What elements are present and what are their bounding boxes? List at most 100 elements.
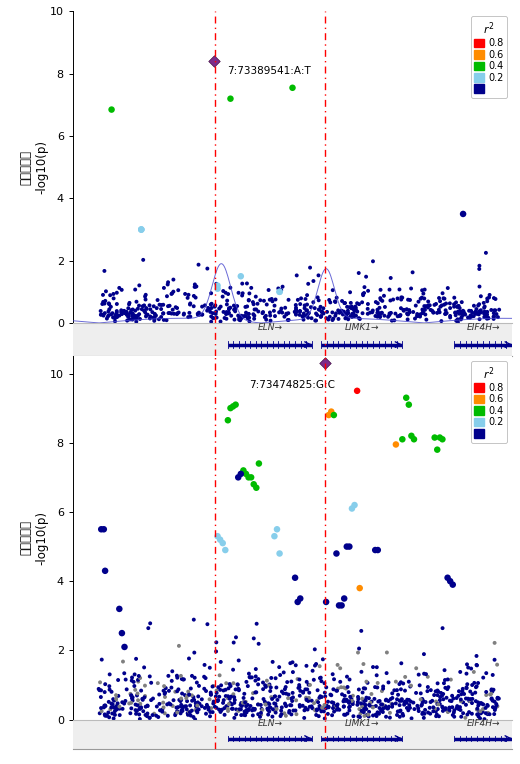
Point [343,312,352,324]
Point [254,306,263,318]
Point [343,671,351,683]
Point [369,255,377,267]
Point [270,305,278,317]
Point [461,712,470,724]
Point [138,300,147,312]
Point [185,705,193,717]
Point [171,685,179,698]
Point [357,698,365,710]
Point [435,303,443,316]
Point [431,299,439,311]
Point [460,688,468,700]
Point [141,290,149,303]
Point [155,299,164,311]
Point [187,682,195,694]
Point [450,704,459,717]
Point [394,705,402,717]
Point [319,303,328,315]
Point [287,708,295,720]
Point [224,414,232,426]
Point [112,694,120,706]
Point [212,277,220,290]
Point [424,301,432,313]
Point [398,433,407,445]
Point [380,309,388,322]
Point [135,299,143,312]
Point [303,289,311,301]
Point [362,703,370,715]
Point [184,685,192,698]
Point [229,703,237,715]
Point [271,690,279,702]
Point [159,299,167,311]
Point [216,706,225,718]
Point [135,703,144,715]
Point [490,304,498,316]
Point [393,693,401,705]
Point [307,694,316,707]
Point [113,286,121,299]
Point [146,617,154,630]
Point [146,670,154,682]
Point [151,310,159,322]
Point [136,698,145,710]
Point [337,305,346,317]
Point [433,307,441,319]
Point [304,694,313,707]
Point [244,294,253,306]
Point [429,701,437,714]
Point [382,711,390,723]
Point [353,385,361,397]
Point [252,670,260,682]
Point [476,707,485,719]
Point [216,300,225,312]
Point [111,701,119,714]
Point [466,693,474,705]
Point [167,307,176,319]
Point [264,708,272,720]
Point [198,700,206,712]
Point [332,685,341,697]
Point [379,680,387,692]
Point [301,302,309,314]
Point [341,312,349,325]
Point [265,702,274,714]
Point [121,694,129,707]
Point [265,284,273,296]
Point [475,309,483,321]
Point [333,704,341,716]
Point [159,697,167,709]
Point [452,692,461,704]
Point [113,298,121,310]
Point [433,698,441,711]
Point [272,681,280,694]
Point [365,699,373,711]
Point [439,705,447,717]
Point [142,302,150,314]
Point [472,695,480,707]
Point [115,703,124,715]
Point [206,687,215,699]
Point [162,314,171,326]
Point [172,301,180,313]
Point [185,688,193,701]
Point [442,297,450,309]
Point [205,303,214,316]
Point [186,299,194,311]
Point [311,315,319,327]
Point [134,674,142,686]
Point [441,674,449,686]
Point [304,704,312,716]
Point [192,701,201,713]
Point [124,309,133,321]
Point [422,300,430,312]
Point [465,305,473,317]
Point [397,657,406,669]
Point [321,691,329,703]
Point [216,316,225,328]
Point [371,544,380,556]
Point [312,709,320,721]
Point [222,677,230,689]
Point [224,682,232,694]
Point [193,308,202,320]
